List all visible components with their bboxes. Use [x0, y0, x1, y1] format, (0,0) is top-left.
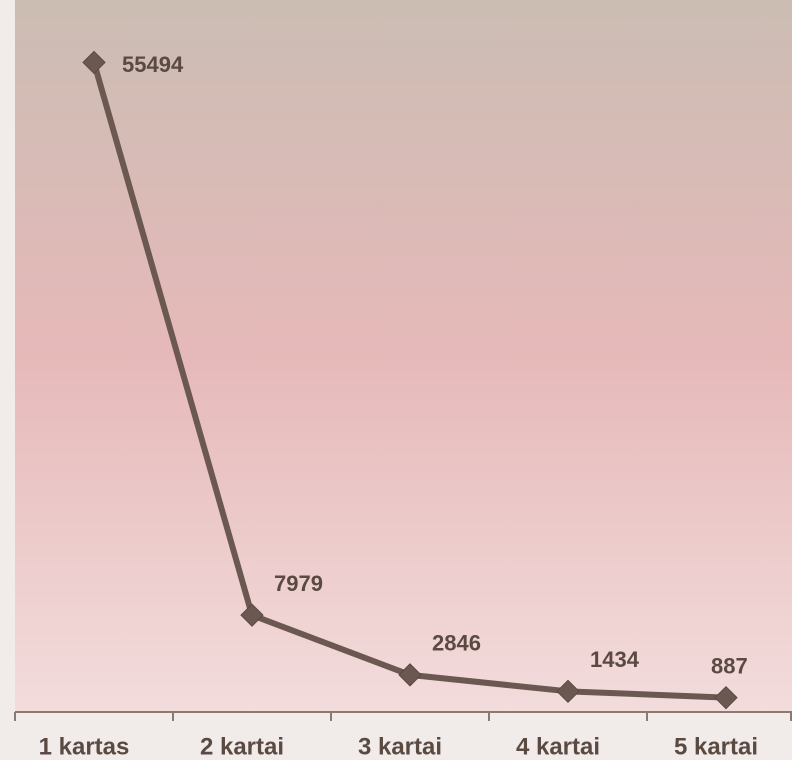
data-label: 2846 — [432, 631, 481, 656]
marker — [240, 603, 264, 627]
plot-background — [15, 0, 792, 712]
marker — [82, 50, 106, 75]
x-tick-label: 2 kartai — [200, 733, 284, 760]
marker — [556, 679, 580, 704]
marker — [714, 685, 738, 710]
x-tick-label: 3 kartai — [358, 733, 442, 760]
x-tick-label: 1 kartas — [39, 733, 130, 760]
data-label: 1434 — [590, 647, 640, 672]
data-label: 7979 — [274, 571, 323, 596]
x-tick-label: 4 kartai — [516, 733, 600, 760]
x-tick-label: 5 kartai — [674, 733, 758, 760]
data-label: 887 — [711, 653, 748, 678]
data-label: 55494 — [122, 52, 184, 77]
marker — [398, 663, 422, 687]
